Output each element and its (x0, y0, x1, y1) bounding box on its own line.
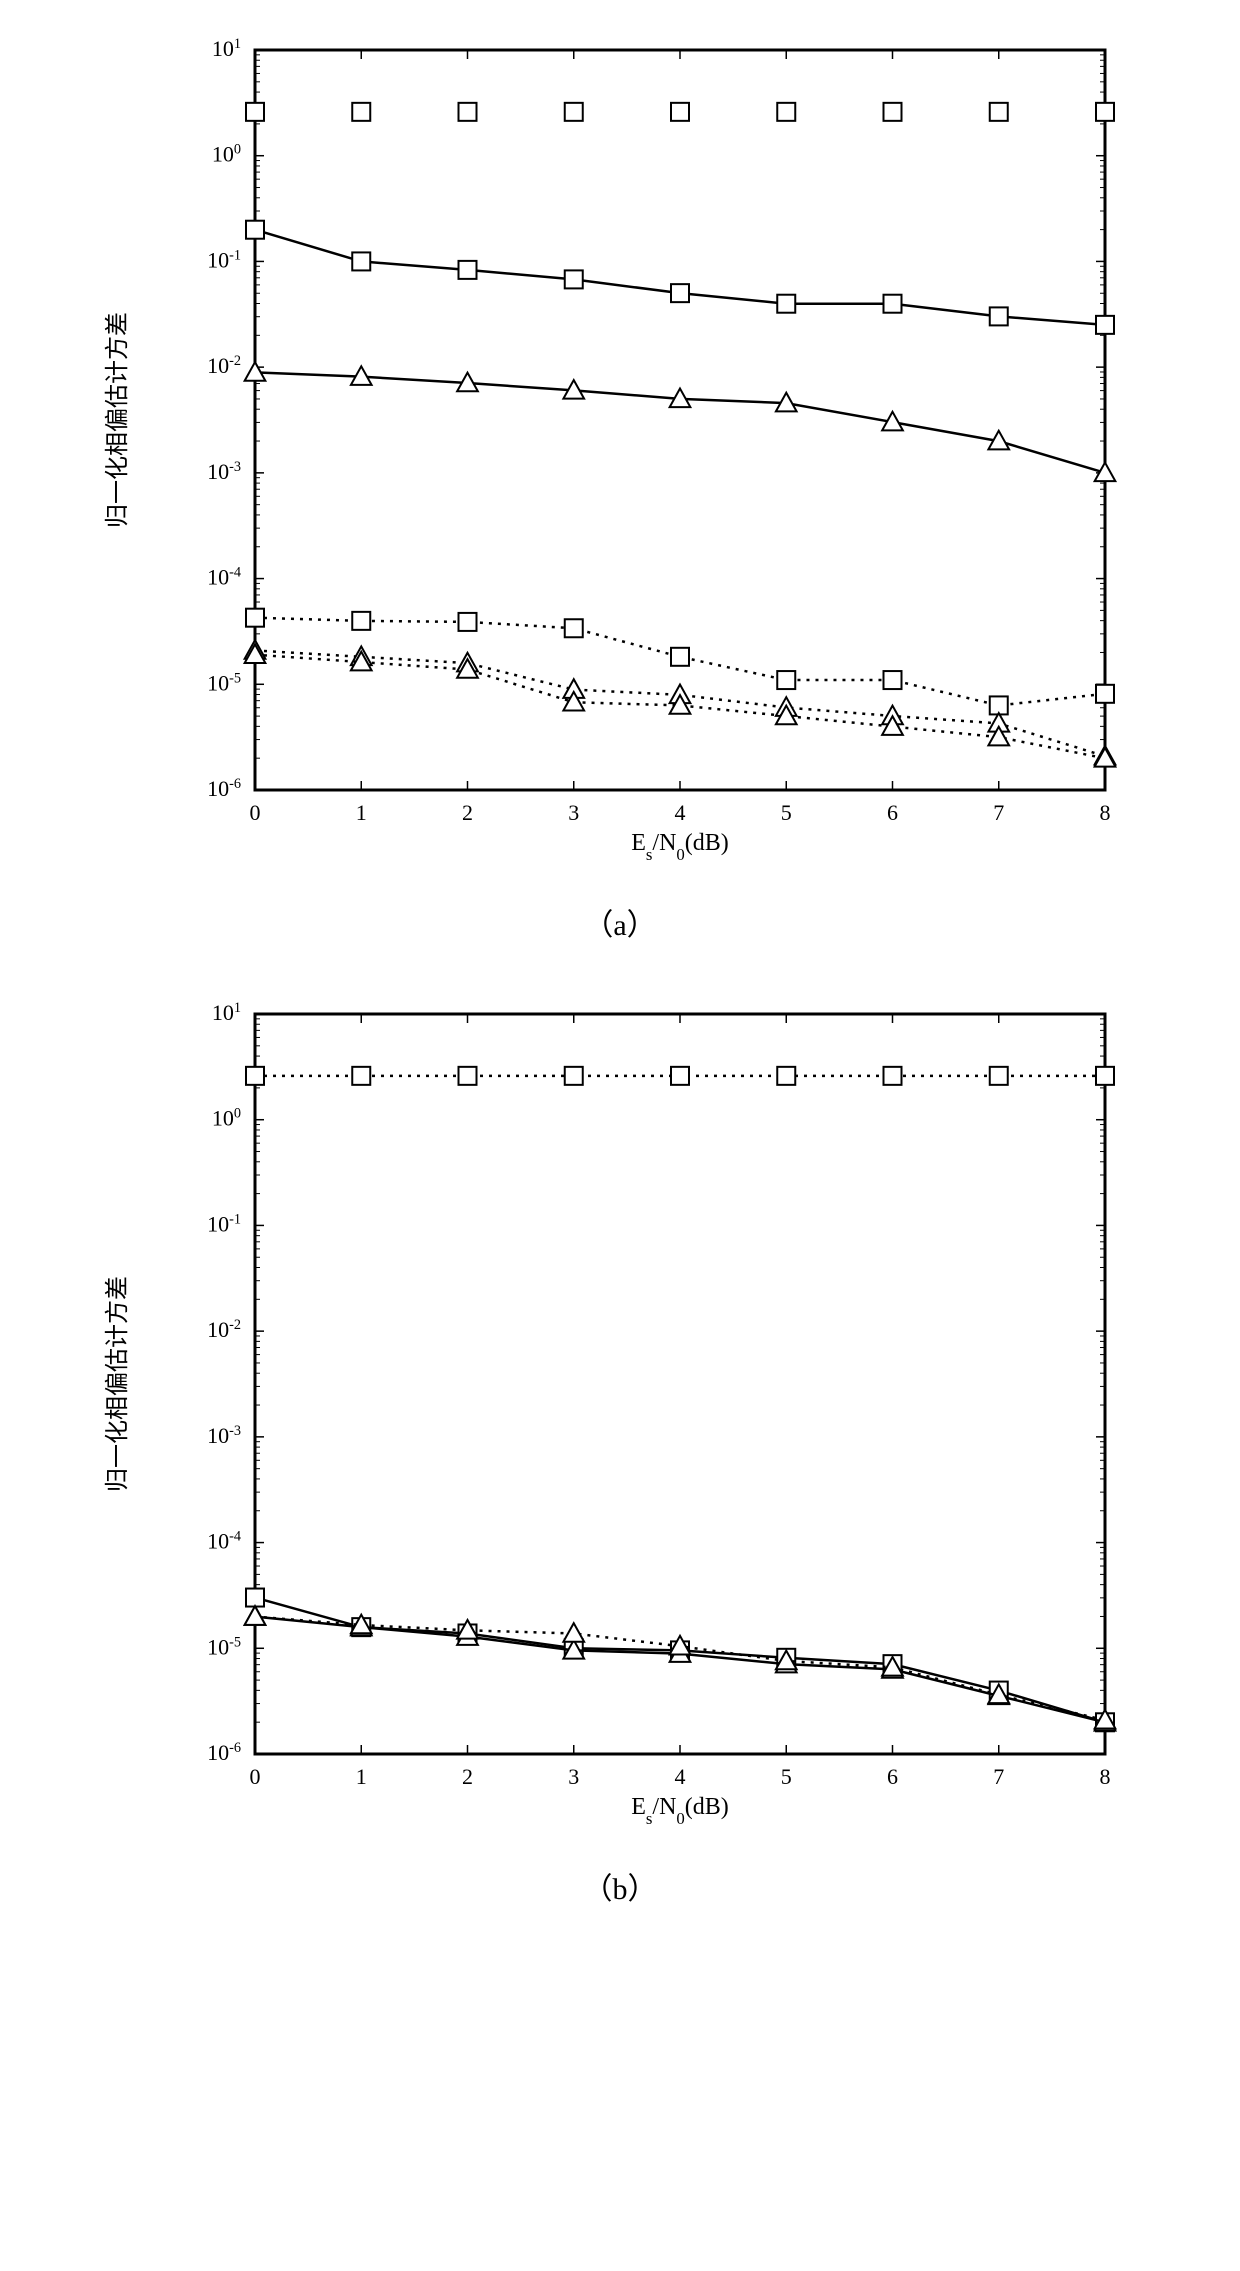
svg-text:10-1: 10-1 (207, 247, 241, 272)
svg-text:6: 6 (887, 1764, 898, 1789)
svg-text:5: 5 (781, 800, 792, 825)
svg-text:Es/N0(dB): Es/N0(dB) (631, 1794, 729, 1828)
chart-a: 0 1 2 3 4 5 6 7 8 10-6 10-5 10-4 10-3 10-2 10-1 100 101 E… (85, 20, 1155, 890)
svg-text:100: 100 (212, 142, 241, 167)
svg-text:10-3: 10-3 (207, 459, 241, 484)
svg-text:101: 101 (212, 1000, 241, 1025)
svg-text:10-5: 10-5 (207, 670, 241, 695)
svg-text:3: 3 (568, 1764, 579, 1789)
svg-text:10-4: 10-4 (207, 1529, 241, 1554)
svg-text:10-2: 10-2 (207, 1317, 241, 1342)
chart-b-sublabel: （b） (0, 1864, 1240, 1908)
svg-text:1: 1 (356, 800, 367, 825)
svg-text:7: 7 (993, 1764, 1004, 1789)
svg-text:10-6: 10-6 (207, 1740, 241, 1765)
svg-text:10-1: 10-1 (207, 1211, 241, 1236)
svg-text:8: 8 (1100, 800, 1111, 825)
svg-text:归一化相偏估计方差: 归一化相偏估计方差 (104, 312, 131, 528)
svg-text:4: 4 (675, 800, 686, 825)
svg-text:5: 5 (781, 1764, 792, 1789)
svg-text:10-2: 10-2 (207, 353, 241, 378)
svg-text:3: 3 (568, 800, 579, 825)
svg-text:8: 8 (1100, 1764, 1111, 1789)
svg-text:7: 7 (993, 800, 1004, 825)
chart-b: 0 1 2 3 4 5 6 7 8 10-6 10-5 10-4 10-3 10-2 10-1 100 101 E… (85, 984, 1155, 1854)
svg-text:Es/N0(dB): Es/N0(dB) (631, 830, 729, 864)
svg-text:10-6: 10-6 (207, 776, 241, 801)
svg-text:1: 1 (356, 1764, 367, 1789)
page: 0 1 2 3 4 5 6 7 8 10-6 10-5 10-4 10-3 10-2 10-1 100 101 E… (0, 0, 1240, 1988)
svg-text:100: 100 (212, 1106, 241, 1131)
svg-text:6: 6 (887, 800, 898, 825)
svg-text:10-5: 10-5 (207, 1634, 241, 1659)
svg-text:0: 0 (250, 1764, 261, 1789)
svg-text:10-3: 10-3 (207, 1423, 241, 1448)
svg-text:2: 2 (462, 1764, 473, 1789)
svg-text:0: 0 (250, 800, 261, 825)
svg-text:2: 2 (462, 800, 473, 825)
chart-b-container: 0 1 2 3 4 5 6 7 8 10-6 10-5 10-4 10-3 10-2 10-1 100 101 E… (0, 984, 1240, 1908)
chart-a-sublabel: （a） (0, 900, 1240, 944)
svg-text:4: 4 (675, 1764, 686, 1789)
svg-text:归一化相偏估计方差: 归一化相偏估计方差 (104, 1276, 131, 1492)
svg-text:10-4: 10-4 (207, 565, 241, 590)
chart-a-container: 0 1 2 3 4 5 6 7 8 10-6 10-5 10-4 10-3 10-2 10-1 100 101 E… (0, 20, 1240, 944)
svg-text:101: 101 (212, 36, 241, 61)
